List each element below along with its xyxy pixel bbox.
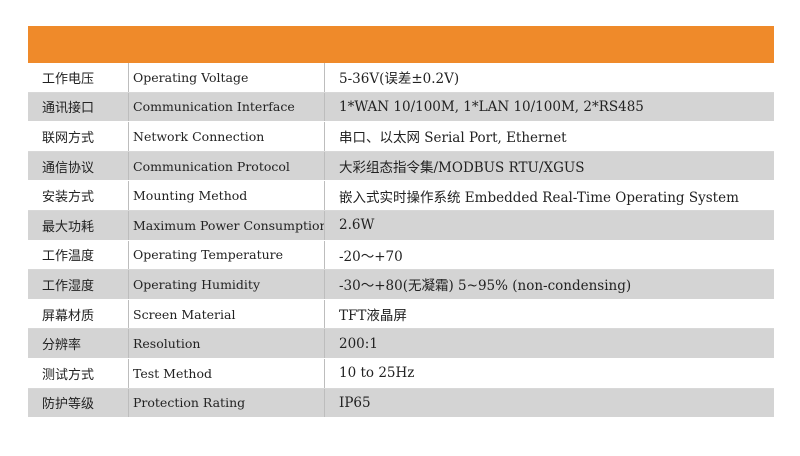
param-value: TFT液晶屏 bbox=[339, 308, 407, 325]
param-name-en: Resolution bbox=[129, 329, 325, 358]
param-value: -20～+70 bbox=[339, 248, 403, 265]
param-name-en: Maximum Power Consumption bbox=[129, 210, 325, 240]
param-name-zh: 工作湿度 bbox=[28, 270, 129, 299]
table-row: 屏幕材质 Screen Material TFT液晶屏 bbox=[28, 299, 774, 330]
param-name-zh: 测试方式 bbox=[28, 358, 129, 388]
param-value: 大彩组态指令集/MODBUS RTU/XGUS bbox=[339, 160, 585, 177]
table-row: 工作湿度 Operating Humidity -30～+80(无凝霜) 5~9… bbox=[28, 270, 774, 300]
param-value: -30～+80(无凝霜) 5~95% (non-condensing) bbox=[339, 278, 632, 295]
param-name-zh: 联网方式 bbox=[28, 122, 129, 151]
param-name-zh: 工作电压 bbox=[28, 63, 129, 92]
spec-table: 工作电压 Operating Voltage 5-36V(误差±0.2V) 通讯… bbox=[28, 63, 774, 419]
table-row: 工作电压 Operating Voltage 5-36V(误差±0.2V) bbox=[28, 63, 774, 93]
param-value: 串口、以太网 Serial Port, Ethernet bbox=[339, 130, 567, 147]
param-name-zh: 屏幕材质 bbox=[28, 299, 129, 329]
param-name-en: Test Method bbox=[129, 358, 325, 388]
table-row: 测试方式 Test Method 10 to 25Hz bbox=[28, 358, 774, 389]
table-row: 工作温度 Operating Temperature -20～+70 bbox=[28, 240, 774, 271]
param-name-zh: 防护等级 bbox=[28, 388, 129, 418]
param-name-en: Protection Rating bbox=[129, 388, 325, 418]
table-row: 通讯接口 Communication Interface 1*WAN 10/10… bbox=[28, 92, 774, 123]
table-row: 联网方式 Network Connection 串口、以太网 Serial Po… bbox=[28, 122, 774, 152]
param-name-zh: 工作温度 bbox=[28, 240, 129, 270]
table-header-bar bbox=[28, 26, 774, 63]
param-name-en: Operating Humidity bbox=[129, 270, 325, 299]
param-value: 10 to 25Hz bbox=[339, 365, 415, 382]
param-name-en: Operating Voltage bbox=[129, 63, 325, 92]
param-value: 5-36V(误差±0.2V) bbox=[339, 71, 460, 88]
param-name-en: Screen Material bbox=[129, 299, 325, 329]
param-name-zh: 分辨率 bbox=[28, 329, 129, 358]
table-row: 通信协议 Communication Protocol 大彩组态指令集/MODB… bbox=[28, 151, 774, 182]
table-row: 防护等级 Protection Rating IP65 bbox=[28, 388, 774, 419]
param-name-en: Communication Interface bbox=[129, 92, 325, 122]
param-value: 2.6W bbox=[339, 217, 375, 234]
param-name-en: Network Connection bbox=[129, 122, 325, 151]
table-row: 分辨率 Resolution 200:1 bbox=[28, 329, 774, 359]
param-name-en: Communication Protocol bbox=[129, 151, 325, 181]
param-name-en: Mounting Method bbox=[129, 181, 325, 210]
param-value: 200:1 bbox=[339, 335, 378, 352]
table-row: 安装方式 Mounting Method 嵌入式实时操作系统 Embedded … bbox=[28, 181, 774, 211]
param-name-zh: 安装方式 bbox=[28, 181, 129, 210]
param-value: 嵌入式实时操作系统 Embedded Real-Time Operating S… bbox=[339, 189, 739, 206]
param-value: 1*WAN 10/100M, 1*LAN 10/100M, 2*RS485 bbox=[339, 98, 644, 115]
param-name-en: Operating Temperature bbox=[129, 240, 325, 270]
param-value: IP65 bbox=[339, 394, 371, 411]
param-name-zh: 通信协议 bbox=[28, 151, 129, 181]
table-row: 最大功耗 Maximum Power Consumption 2.6W bbox=[28, 210, 774, 241]
param-name-zh: 最大功耗 bbox=[28, 210, 129, 240]
param-name-zh: 通讯接口 bbox=[28, 92, 129, 122]
